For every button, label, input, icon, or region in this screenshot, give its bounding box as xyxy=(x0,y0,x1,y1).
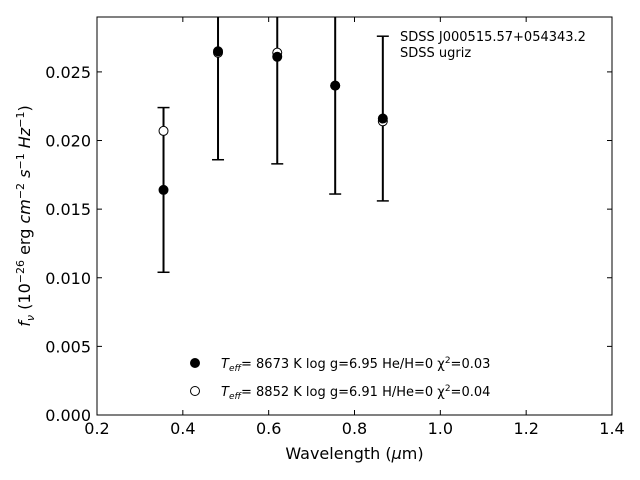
model-point-open xyxy=(158,125,169,136)
legend: Teff= 8673 K log g=6.95 He/H=0 χ2=0.03 Te… xyxy=(190,356,490,402)
photometry-system-annotation: SDSS ugriz xyxy=(400,46,471,61)
y-tick-label: 0.010 xyxy=(45,269,91,288)
x-tick-label: 0.2 xyxy=(84,419,109,438)
y-tick-label: 0.000 xyxy=(45,406,91,425)
x-axis-ticks: 0.2 0.4 0.6 0.8 1.0 1.2 1.4 xyxy=(84,17,625,438)
legend-marker-open xyxy=(190,386,200,396)
y-axis-ticks: 0.000 0.005 0.010 0.015 0.020 0.025 xyxy=(45,63,612,425)
y-tick-label: 0.005 xyxy=(45,337,91,356)
x-tick-label: 0.6 xyxy=(256,419,281,438)
model-point-filled xyxy=(213,46,224,57)
y-tick-label: 0.025 xyxy=(45,63,91,82)
model-point-filled xyxy=(377,113,388,124)
x-tick-label: 0.8 xyxy=(342,419,367,438)
x-tick-label: 0.4 xyxy=(170,419,195,438)
data-markers xyxy=(158,46,388,195)
x-tick-label: 1.2 xyxy=(513,419,538,438)
plot-frame xyxy=(96,16,613,416)
x-tick-label: 1.4 xyxy=(599,419,624,438)
y-axis-label: fν (10−26 erg cm−2 s−1 Hz−1) xyxy=(14,105,37,326)
legend-entry: Teff= 8673 K log g=6.95 He/H=0 χ2=0.03 xyxy=(221,356,490,374)
legend-marker-filled xyxy=(190,358,200,368)
y-tick-label: 0.020 xyxy=(45,132,91,151)
x-tick-label: 1.0 xyxy=(428,419,453,438)
y-tick-label: 0.015 xyxy=(45,200,91,219)
model-point-filled xyxy=(272,51,283,62)
object-name-annotation: SDSS J000515.57+054343.2 xyxy=(400,30,586,45)
model-point-filled xyxy=(158,184,169,195)
model-point-filled xyxy=(330,80,341,91)
x-axis-label: Wavelength (μm) xyxy=(285,444,423,463)
legend-entry: Teff= 8852 K log g=6.91 H/He=0 χ2=0.04 xyxy=(221,384,490,402)
